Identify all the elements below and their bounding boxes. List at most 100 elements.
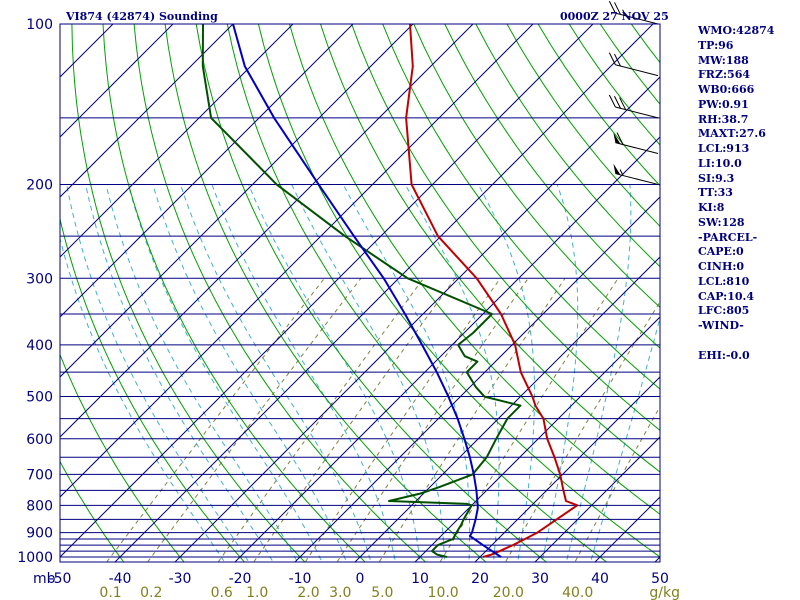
moist-adiabat-line [211, 184, 396, 562]
sounding-series [201, 24, 579, 558]
sounding-time: 0000Z 27 NOV 25 [560, 10, 669, 23]
moist-adiabat-line [541, 184, 579, 562]
mixing-ratio-tick-label: 0.1 [99, 585, 121, 600]
stat-item [698, 334, 774, 349]
pressure-tick-label: 500 [26, 390, 53, 406]
mixing-ratio-tick-label: 10.0 [428, 585, 459, 600]
isotherm-line [114, 24, 654, 562]
stat-item: CINH:0 [698, 260, 745, 273]
isotherm-line [60, 24, 354, 318]
pressure-tick-label: 800 [26, 498, 53, 514]
stat-item: MW:188 [698, 53, 749, 67]
pressure-tick-label: 700 [26, 467, 53, 483]
wind-barb-staff [615, 12, 659, 25]
stat-item: SI:9.3 [698, 171, 735, 185]
mixing-ratio-tick-label: 1.0 [246, 585, 268, 600]
wind-barb [613, 132, 659, 155]
wind-barb [613, 163, 659, 185]
mixing-ratio-tick-label: 0.6 [211, 585, 233, 600]
moist-adiabat-line [342, 184, 471, 562]
stat-item: LI:10.0 [698, 156, 742, 170]
pressure-tick-label: 400 [26, 338, 53, 354]
isotherm-line [354, 256, 660, 562]
isotherm-line [60, 24, 594, 558]
wind-barb [608, 94, 659, 119]
isotherm-line [60, 24, 294, 258]
wind-barb-flag [608, 94, 616, 108]
temperature-tick-label: -20 [229, 571, 252, 587]
moist-adiabat-line [477, 184, 535, 562]
isotherm-line [534, 436, 660, 562]
stat-item: MAXT:27.6 [698, 127, 766, 141]
temperature-tick-label: -30 [169, 571, 192, 587]
moist-adiabat-line [404, 184, 500, 562]
mixing-ratio-tick-label: 5.0 [371, 585, 393, 600]
stat-item: TP:96 [698, 38, 734, 52]
temperature-tick-label: -40 [109, 571, 132, 587]
stat-item: FRZ:564 [698, 68, 751, 82]
stat-item: WB0:666 [698, 83, 755, 96]
stat-item: LCL:810 [698, 274, 750, 288]
plot-frame [59, 23, 661, 563]
wind-barb [608, 0, 659, 25]
station-title: VI874 (42874) Sounding [66, 10, 218, 23]
mixing-ratio-tick-label: 3.0 [329, 585, 351, 600]
temperature-tick-label: 40 [591, 571, 609, 587]
isotherm-line [294, 196, 660, 562]
wind-barb-pennant [613, 132, 621, 144]
isotherm-line [414, 316, 660, 562]
wind-barb [608, 52, 659, 77]
isotherm-line [60, 24, 474, 438]
pressure-tick-label: 1000 [17, 550, 53, 566]
temperature-tick-label: -50 [49, 571, 72, 587]
moist-adiabats [60, 184, 660, 562]
isotherm-line [174, 76, 660, 562]
temperature-tick-label: 0 [356, 571, 365, 587]
moist-adiabat-line [85, 184, 274, 562]
stat-item: CAPE:0 [698, 245, 744, 259]
temperature-trace [405, 24, 579, 558]
pressure-tick-label: 100 [26, 17, 53, 33]
mixing-ratio-tick-label: 2.0 [297, 585, 319, 600]
wind-barb-flag [614, 96, 621, 109]
temperature-tick-label: -10 [289, 571, 312, 587]
pressure-tick-label: 900 [26, 526, 53, 542]
isotherms [60, 24, 660, 562]
temperature-tick-label: 50 [651, 571, 669, 587]
moist-adiabat-line [66, 184, 250, 562]
mixing-ratio-unit-label: g/kg [649, 585, 680, 600]
wind-barb-flag [619, 97, 627, 110]
stability-indices-panel: WMO:42874 TP:96 MW:188 FRZ:564 WB0:666 PW:0.9… [698, 24, 774, 363]
wind-barb-half-flag [622, 9, 627, 16]
stat-item: -PARCEL- [698, 230, 758, 244]
isotherm-line [60, 24, 174, 138]
stat-item: WMO:42874 [698, 24, 775, 37]
stat-item: -WIND- [698, 319, 744, 332]
mixing-ratio-tick-label: 20.0 [493, 585, 524, 600]
stat-item: TT:33 [698, 186, 733, 200]
dry-adiabat-line [60, 460, 125, 562]
stat-item: SW:128 [698, 215, 745, 229]
wind-barb-staff [615, 106, 659, 119]
wind-barb-flag [614, 53, 621, 67]
parcel-trace [232, 24, 502, 558]
stat-item: PW:0.91 [698, 97, 749, 111]
isotherm-line [60, 24, 534, 498]
stat-item: KI:8 [698, 201, 725, 214]
moist-adiabat-line [291, 184, 445, 562]
isotherm-line [60, 24, 234, 198]
temperature-tick-label: 10 [411, 571, 429, 587]
wind-barb-flag [608, 0, 616, 14]
isotherm-line [60, 24, 414, 378]
moist-adiabat-line [60, 236, 226, 562]
wind-barb-staff [615, 64, 659, 77]
wind-barb-flag [614, 2, 621, 15]
isotherm-line [234, 136, 660, 562]
moist-adiabat-line [105, 184, 298, 562]
wind-barbs [608, 0, 659, 185]
pressure-axis-label: mb [33, 571, 56, 587]
moist-adiabat-line [127, 184, 323, 562]
temperature-tick-label: 30 [531, 571, 549, 587]
